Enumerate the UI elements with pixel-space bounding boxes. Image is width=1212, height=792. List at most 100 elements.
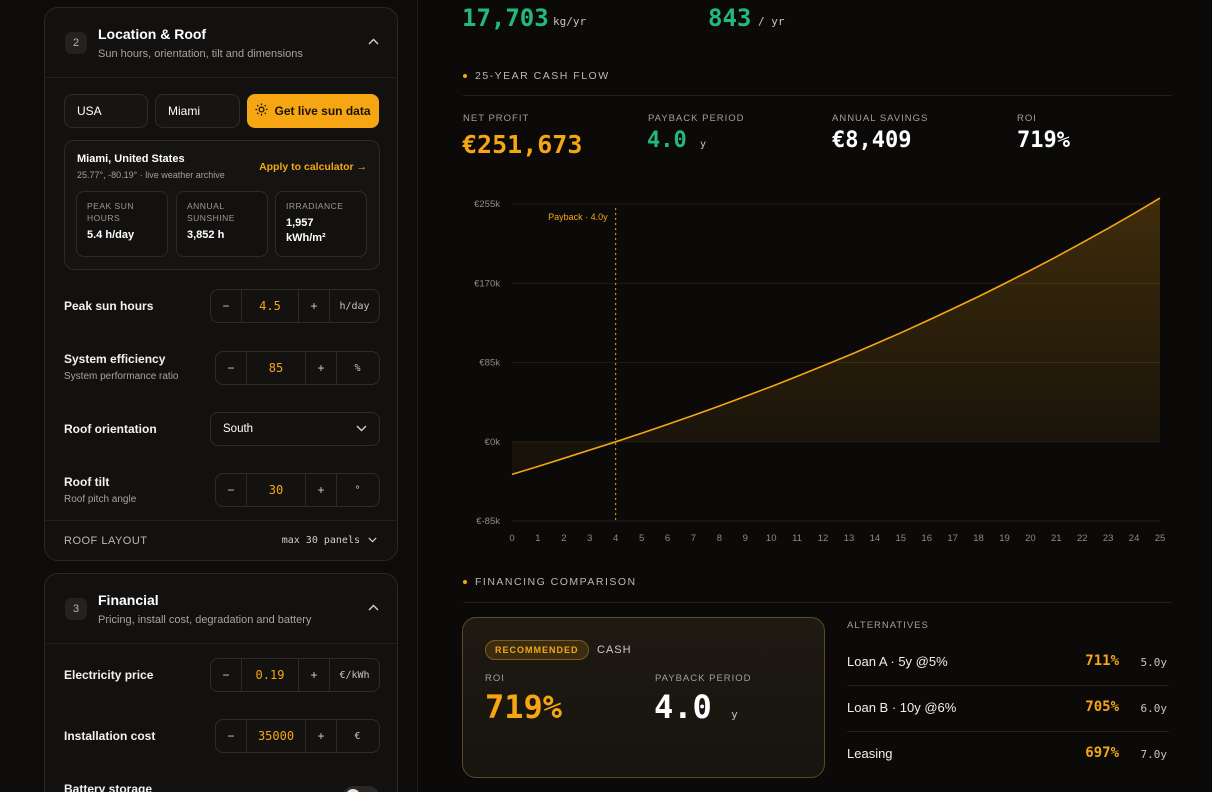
payback-unit: y	[700, 139, 707, 150]
alternative-payback: 5.0y	[1140, 656, 1168, 669]
y-tick-label: €255k	[474, 199, 500, 210]
step-number: 2	[65, 32, 87, 54]
trees-value: 843	[708, 4, 752, 32]
roof-tilt-value[interactable]: 30	[246, 474, 306, 506]
alternative-row[interactable]: Leasing 697% 7.0y	[847, 732, 1169, 778]
decrement-button[interactable]: −	[222, 299, 230, 313]
alternative-payback: 7.0y	[1140, 748, 1168, 761]
x-tick-label: 11	[792, 533, 802, 544]
recommended-badge: RECOMMENDED	[485, 640, 589, 660]
decrement-button[interactable]: −	[222, 668, 230, 682]
alternative-payback: 6.0y	[1140, 702, 1168, 715]
x-tick-label: 12	[818, 533, 829, 544]
step-number: 3	[65, 598, 87, 620]
financial-header[interactable]: 3 Financial Pricing, install cost, degra…	[45, 574, 397, 644]
max-panels: max 30 panels	[281, 535, 360, 546]
y-tick-label: €0k	[485, 437, 501, 448]
battery-storage-label: Battery storage	[64, 782, 153, 792]
installation-cost-value[interactable]: 35000	[246, 720, 306, 752]
electricity-price-label: Electricity price	[64, 668, 154, 682]
increment-button[interactable]: +	[317, 483, 325, 497]
roof-orientation-label: Roof orientation	[64, 422, 157, 436]
decrement-button[interactable]: −	[227, 483, 235, 497]
x-tick-label: 5	[639, 533, 644, 544]
roof-orientation-value: South	[223, 423, 254, 435]
unit-label: €/kWh	[329, 659, 379, 691]
country-input[interactable]: USA	[64, 94, 148, 128]
get-live-sun-data-label: Get live sun data	[274, 104, 371, 118]
card-subtitle: Pricing, install cost, degradation and b…	[98, 614, 312, 626]
installation-cost-label: Installation cost	[64, 729, 156, 743]
alternatives-title: ALTERNATIVES	[847, 620, 929, 631]
location-roof-header[interactable]: 2 Location & Roof Sun hours, orientation…	[45, 8, 397, 78]
recommended-payback-label: PAYBACK PERIOD	[655, 673, 752, 684]
annual-sunshine-stat: ANNUAL SUNSHINE 3,852 h	[176, 191, 268, 257]
electricity-price-value[interactable]: 0.19	[241, 659, 299, 691]
x-tick-label: 19	[999, 533, 1010, 544]
system-efficiency-sub: System performance ratio	[64, 371, 179, 382]
stat-label: IRRADIANCE	[286, 201, 344, 211]
location-meta: 25.77°, -80.19° · live weather archive	[77, 170, 225, 180]
peak-sun-hours-stepper: − 4.5 + h/day	[210, 289, 380, 323]
x-tick-label: 25	[1155, 533, 1166, 544]
alternative-name: Loan A · 5y @5%	[847, 654, 948, 669]
x-tick-label: 1	[535, 533, 540, 544]
unit-label: €	[336, 720, 378, 752]
x-tick-label: 18	[973, 533, 984, 544]
card-title: Location & Roof	[98, 26, 207, 42]
toggle-knob	[346, 789, 360, 792]
bullet-dot	[463, 74, 467, 78]
increment-button[interactable]: +	[310, 299, 318, 313]
y-tick-label: €85k	[479, 358, 500, 369]
decrement-button[interactable]: −	[227, 361, 235, 375]
x-tick-label: 15	[896, 533, 907, 544]
bullet-dot	[463, 580, 467, 584]
x-tick-label: 22	[1077, 533, 1088, 544]
stat-value: 3,852 h	[187, 229, 225, 241]
x-tick-label: 14	[870, 533, 881, 544]
roof-orientation-select[interactable]: South	[210, 412, 380, 446]
system-efficiency-value[interactable]: 85	[246, 352, 306, 384]
location-roof-card: 2 Location & Roof Sun hours, orientation…	[44, 7, 398, 561]
x-tick-label: 24	[1129, 533, 1140, 544]
roof-layout-toggle[interactable]: ROOF LAYOUT max 30 panels	[45, 520, 397, 560]
x-tick-label: 0	[509, 533, 514, 544]
alternative-row[interactable]: Loan B · 10y @6% 705% 6.0y	[847, 686, 1169, 732]
x-tick-label: 23	[1103, 533, 1114, 544]
chevron-up-icon[interactable]	[368, 36, 379, 48]
unit-label: %	[336, 352, 378, 384]
payback-period-value: 4.0 y	[647, 128, 706, 153]
divider	[463, 95, 1172, 96]
financing-section-title: FINANCING COMPARISON	[463, 576, 637, 588]
unit-label: h/day	[329, 290, 379, 322]
payback-number: 4.0	[654, 688, 712, 726]
stat-value: 1,957 kWh/m²	[286, 217, 326, 244]
peak-sun-hours-value[interactable]: 4.5	[241, 290, 299, 322]
city-input[interactable]: Miami	[155, 94, 240, 128]
stat-label: ANNUAL SUNSHINE	[187, 201, 235, 223]
increment-button[interactable]: +	[317, 361, 325, 375]
x-tick-label: 17	[947, 533, 958, 544]
alternative-row[interactable]: Loan A · 5y @5% 711% 5.0y	[847, 640, 1169, 686]
increment-button[interactable]: +	[317, 729, 325, 743]
x-tick-label: 20	[1025, 533, 1036, 544]
increment-button[interactable]: +	[310, 668, 318, 682]
x-tick-label: 21	[1051, 533, 1062, 544]
recommended-option-card[interactable]: RECOMMENDED CASH ROI 719% PAYBACK PERIOD…	[462, 617, 825, 778]
x-tick-label: 7	[691, 533, 696, 544]
chevron-up-icon[interactable]	[368, 602, 379, 614]
apply-to-calculator-link[interactable]: Apply to calculator →	[259, 161, 367, 173]
payback-annotation: Payback · 4.0y	[548, 212, 608, 222]
x-tick-label: 4	[613, 533, 618, 544]
co2-value: 17,703	[462, 4, 549, 32]
decrement-button[interactable]: −	[227, 729, 235, 743]
roi-label: ROI	[1017, 113, 1037, 124]
stat-value: 5.4 h/day	[87, 229, 135, 241]
alternative-name: Loan B · 10y @6%	[847, 700, 957, 715]
battery-toggle[interactable]	[343, 786, 379, 792]
x-tick-label: 2	[561, 533, 566, 544]
x-tick-label: 8	[717, 533, 722, 544]
get-live-sun-data-button[interactable]: Get live sun data	[247, 94, 379, 128]
card-title: Financial	[98, 592, 159, 608]
x-tick-label: 3	[587, 533, 592, 544]
